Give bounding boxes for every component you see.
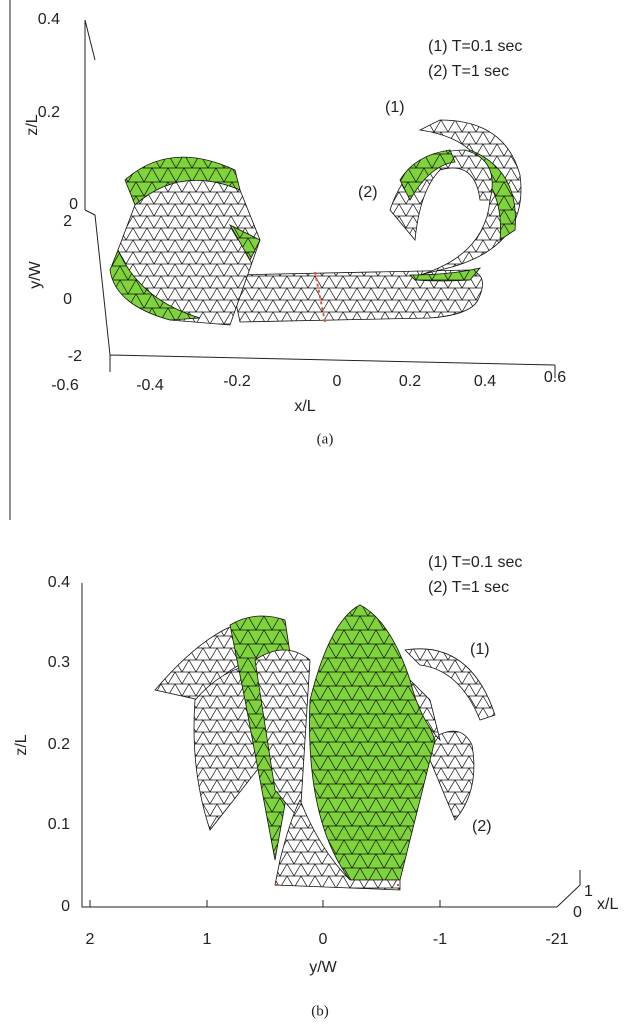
x-tick-label: 0 <box>333 373 342 390</box>
z-tick-label: 0.1 <box>48 816 70 833</box>
clamp-line <box>314 271 326 323</box>
z-tick-label: 0 <box>61 898 70 915</box>
mesh <box>154 604 496 891</box>
z-tick-label: 0.2 <box>38 104 60 121</box>
curve-label: (2) <box>472 818 492 835</box>
x-tick-label: 0.6 <box>544 369 566 386</box>
x-tick-label: 0.4 <box>474 373 496 390</box>
axes <box>81 583 581 908</box>
caption: (a) <box>317 431 334 447</box>
y-tick-label: -2 <box>68 348 82 365</box>
y-tick-label: 0 <box>63 291 72 308</box>
z-tick-label: 0 <box>69 196 78 213</box>
panel-a: 0.4 0.2 0 z/L 2 0 -2 y/W -0.6 -0.4 -0.2 … <box>9 0 566 520</box>
z-tick-label: 0.4 <box>38 11 60 28</box>
mesh <box>109 119 522 326</box>
z-axis-label: z/L <box>24 114 41 135</box>
y-tick-label: -1 <box>433 931 447 948</box>
x-tick-label: 0.2 <box>399 373 421 390</box>
y-axis-label: y/W <box>27 260 44 288</box>
curve-label: (1) <box>385 99 405 116</box>
z-tick-label: 0.2 <box>48 736 70 753</box>
y-tick-label: 2 <box>86 931 95 948</box>
x-tick-label: -0.6 <box>51 377 79 394</box>
y-tick-label: 2 <box>63 213 72 230</box>
legend-entry: (1) T=0.1 sec <box>428 38 522 55</box>
x-tick-label: 1 <box>584 883 593 900</box>
x-tick-label: -0.2 <box>223 373 251 390</box>
y-tick-label: 1 <box>203 931 212 948</box>
curve-label: (1) <box>470 641 490 658</box>
z-tick-label: 0.4 <box>48 574 70 591</box>
x-axis-label: x/L <box>294 398 315 415</box>
z-axis-label: z/L <box>13 734 30 755</box>
panel-b: 0.4 0.3 0.2 0.1 0 z/L 2 1 0 -1 -21 y/W 1… <box>13 554 618 1019</box>
axes <box>84 19 556 378</box>
x-tick-label: 0 <box>573 904 582 921</box>
legend-entry: (2) T=1 sec <box>428 579 509 596</box>
x-axis-label: x/L <box>597 896 618 913</box>
y-tick-label: 0 <box>319 931 328 948</box>
z-tick-label: 0.3 <box>48 654 70 671</box>
x-tick-label: -0.4 <box>136 377 164 394</box>
legend-entry: (2) T=1 sec <box>428 63 509 80</box>
curve-label: (2) <box>358 184 378 201</box>
legend-entry: (1) T=0.1 sec <box>428 554 522 571</box>
y-axis-label: y/W <box>309 959 337 976</box>
y-tick-label: -21 <box>545 931 568 948</box>
caption: (b) <box>311 1003 329 1019</box>
